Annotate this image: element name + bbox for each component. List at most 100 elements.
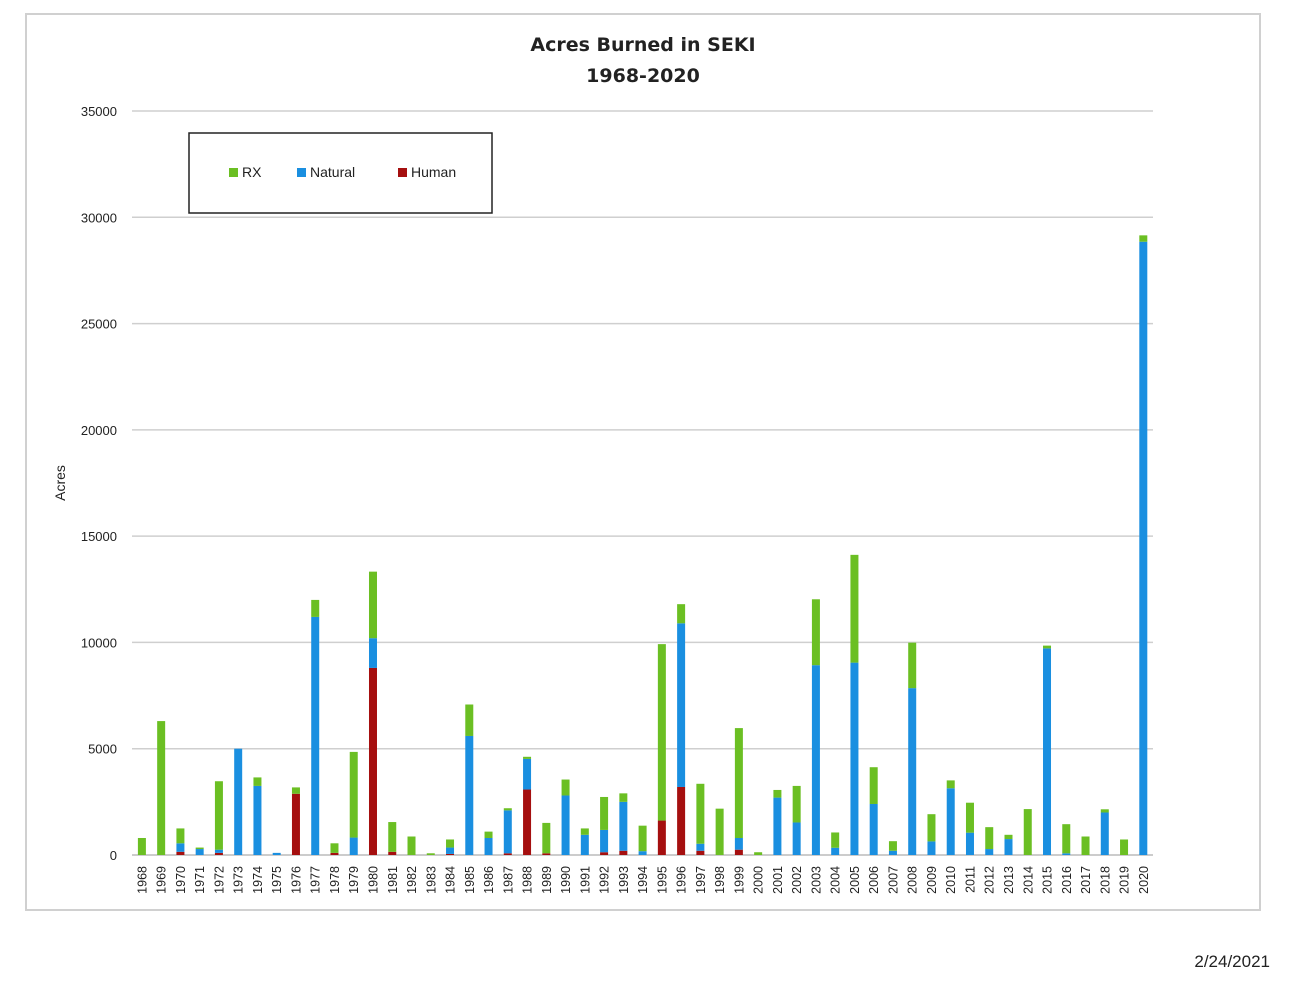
bar-rx-1970 bbox=[176, 828, 185, 844]
bar-rx-2000 bbox=[754, 852, 763, 855]
bar-human-1997 bbox=[696, 850, 705, 855]
x-tick-label-1991: 1991 bbox=[578, 866, 592, 894]
bar-rx-1977 bbox=[311, 599, 320, 617]
x-tick-label-2001: 2001 bbox=[771, 866, 785, 894]
bar-natural-1993 bbox=[619, 801, 628, 851]
bar-natural-2006 bbox=[869, 803, 878, 855]
date-stamp: 2/24/2021 bbox=[1194, 952, 1270, 971]
bar-human-1989 bbox=[542, 853, 551, 855]
chart-title-line-1: Acres Burned in SEKI bbox=[530, 34, 755, 56]
bar-rx-2020 bbox=[1139, 235, 1148, 242]
x-tick-label-1981: 1981 bbox=[386, 866, 400, 894]
x-tick-label-2007: 2007 bbox=[886, 866, 900, 894]
x-tick-label-1975: 1975 bbox=[270, 866, 284, 894]
x-tick-label-1998: 1998 bbox=[713, 866, 727, 894]
legend-box bbox=[188, 132, 493, 214]
bar-rx-2002 bbox=[792, 785, 801, 823]
bar-natural-1988 bbox=[523, 758, 532, 790]
y-tick-label: 30000 bbox=[81, 210, 117, 225]
bar-human-1993 bbox=[619, 850, 628, 855]
bar-natural-2002 bbox=[792, 822, 801, 855]
bar-rx-1987 bbox=[503, 808, 512, 811]
bar-natural-1997 bbox=[696, 843, 705, 851]
bar-rx-1971 bbox=[195, 847, 204, 850]
bar-natural-1985 bbox=[465, 735, 474, 855]
bar-natural-2007 bbox=[888, 850, 897, 855]
bar-natural-1991 bbox=[580, 834, 589, 855]
bar-rx-1997 bbox=[696, 783, 705, 844]
bar-rx-1986 bbox=[484, 831, 493, 838]
bar-natural-2016 bbox=[1062, 853, 1071, 855]
bar-rx-1983 bbox=[426, 853, 435, 855]
bar-rx-2016 bbox=[1062, 824, 1071, 854]
bar-rx-1969 bbox=[157, 721, 166, 855]
y-tick-label: 0 bbox=[110, 848, 117, 863]
x-tick-label-2005: 2005 bbox=[848, 866, 862, 894]
x-tick-label-1995: 1995 bbox=[655, 866, 669, 894]
x-tick-label-2010: 2010 bbox=[944, 866, 958, 894]
bar-natural-2013 bbox=[1004, 839, 1013, 855]
x-tick-label-1983: 1983 bbox=[424, 866, 438, 894]
bar-natural-1992 bbox=[600, 829, 609, 853]
bar-rx-2019 bbox=[1120, 839, 1129, 855]
bar-rx-1996 bbox=[677, 604, 686, 624]
bar-human-1984 bbox=[446, 853, 455, 855]
x-tick-label-1980: 1980 bbox=[366, 866, 380, 894]
bar-human-1970 bbox=[176, 851, 185, 855]
x-tick-label-1990: 1990 bbox=[559, 866, 573, 894]
bar-rx-1989 bbox=[542, 822, 551, 854]
bar-rx-1985 bbox=[465, 704, 474, 736]
y-tick-label: 15000 bbox=[81, 529, 117, 544]
y-axis-label: Acres bbox=[52, 465, 68, 501]
bar-natural-1990 bbox=[561, 795, 570, 855]
y-tick-label: 20000 bbox=[81, 423, 117, 438]
bar-human-1978 bbox=[330, 852, 339, 855]
bar-rx-1978 bbox=[330, 843, 339, 853]
bar-natural-1979 bbox=[349, 837, 358, 855]
bar-rx-1974 bbox=[253, 777, 262, 786]
x-tick-label-2020: 2020 bbox=[1137, 866, 1151, 894]
x-tick-label-2006: 2006 bbox=[867, 866, 881, 894]
x-tick-label-2002: 2002 bbox=[790, 866, 804, 894]
bar-human-1976 bbox=[291, 793, 300, 855]
x-tick-label-2016: 2016 bbox=[1060, 866, 1074, 894]
x-tick-label-1972: 1972 bbox=[212, 866, 226, 894]
y-tick-label: 5000 bbox=[88, 742, 117, 757]
bar-human-1996 bbox=[677, 786, 686, 855]
bar-natural-1977 bbox=[311, 616, 320, 855]
bar-rx-1981 bbox=[388, 822, 397, 852]
x-tick-label-2018: 2018 bbox=[1098, 866, 1112, 894]
x-tick-label-1987: 1987 bbox=[501, 866, 515, 894]
x-tick-label-1982: 1982 bbox=[405, 866, 419, 894]
bar-natural-1980 bbox=[368, 638, 377, 668]
bar-rx-2004 bbox=[831, 832, 840, 848]
bar-rx-1988 bbox=[523, 756, 532, 759]
x-tick-label-1993: 1993 bbox=[617, 866, 631, 894]
bar-human-1981 bbox=[388, 851, 397, 855]
bar-human-1987 bbox=[503, 853, 512, 855]
bar-human-1999 bbox=[734, 849, 743, 855]
x-tick-label-1978: 1978 bbox=[328, 866, 342, 894]
bar-rx-2013 bbox=[1004, 834, 1013, 840]
bar-natural-1975 bbox=[272, 852, 281, 855]
bar-rx-1998 bbox=[715, 808, 724, 855]
x-tick-label-2004: 2004 bbox=[829, 866, 843, 894]
bar-rx-2008 bbox=[908, 642, 917, 689]
bar-rx-1991 bbox=[580, 828, 589, 835]
x-tick-label-1994: 1994 bbox=[636, 866, 650, 894]
bar-rx-2014 bbox=[1023, 809, 1032, 855]
x-tick-label-1992: 1992 bbox=[598, 866, 612, 894]
bar-natural-2009 bbox=[927, 841, 936, 855]
bar-rx-2011 bbox=[965, 802, 974, 833]
x-tick-label-1968: 1968 bbox=[135, 866, 149, 894]
bar-natural-1970 bbox=[176, 843, 185, 852]
bar-rx-2006 bbox=[869, 767, 878, 804]
bar-natural-2001 bbox=[773, 797, 782, 855]
bar-natural-1987 bbox=[503, 810, 512, 854]
bar-rx-1993 bbox=[619, 793, 628, 802]
x-tick-label-1969: 1969 bbox=[155, 866, 169, 894]
bar-natural-2003 bbox=[811, 665, 820, 855]
bar-natural-2018 bbox=[1100, 812, 1109, 855]
legend-label-human: Human bbox=[411, 164, 456, 180]
bar-natural-2012 bbox=[985, 849, 994, 855]
